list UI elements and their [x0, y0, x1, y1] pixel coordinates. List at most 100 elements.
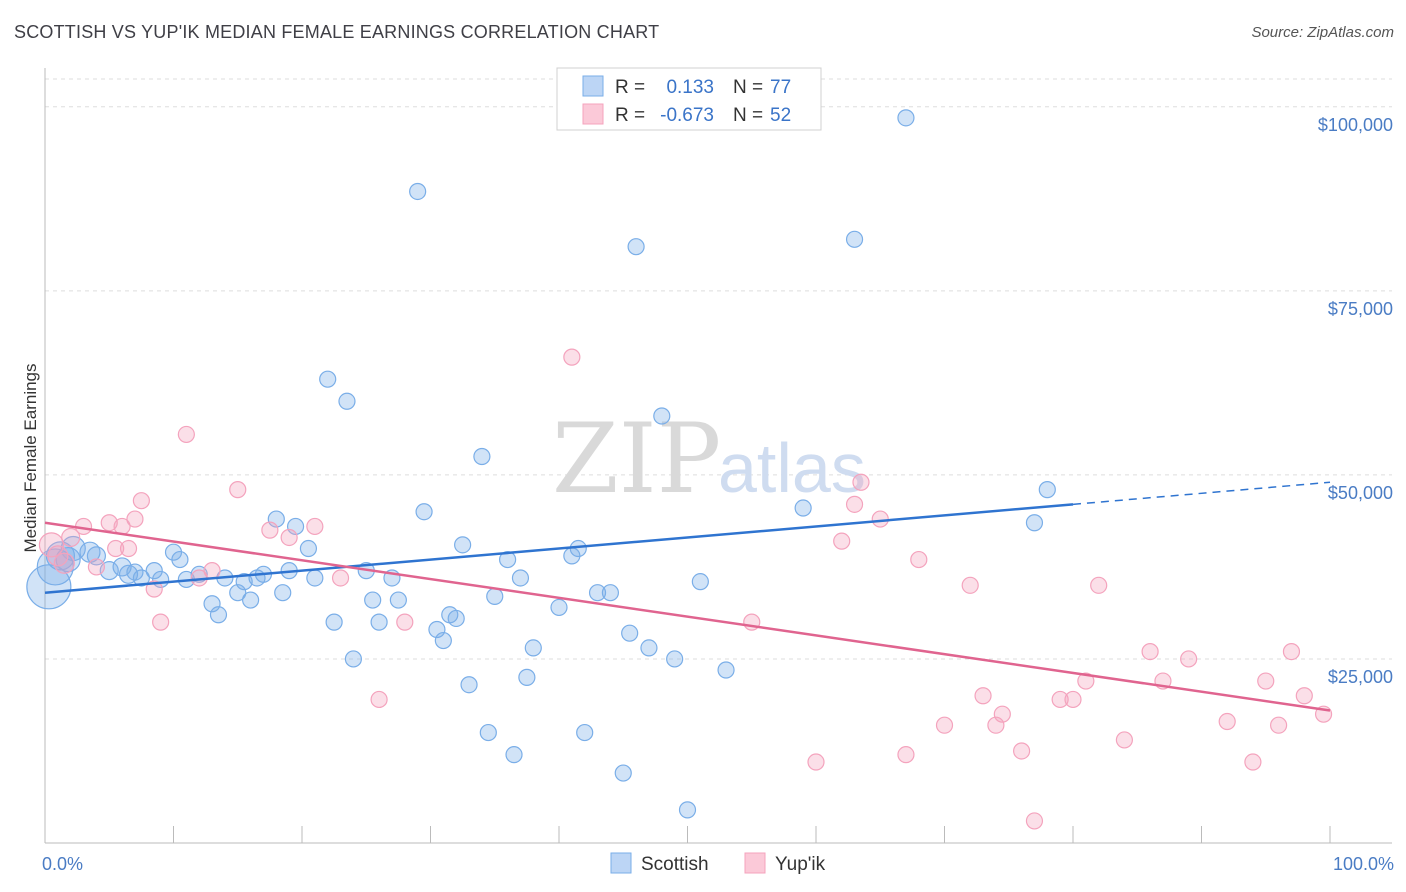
scottish-point [627, 238, 645, 256]
legend-r-label-yupik: R = [615, 105, 645, 126]
watermark-atlas: atlas [718, 429, 866, 507]
yupik-point [1180, 650, 1198, 668]
yupik-point [119, 539, 138, 558]
yupik-point [871, 510, 889, 528]
scottish-point [691, 573, 709, 591]
legend-r-value-yupik: -0.673 [660, 105, 714, 126]
scottish-point [447, 609, 465, 628]
yupik-point [807, 753, 825, 771]
yupik-point [1141, 642, 1159, 661]
legend-n-value-scottish: 77 [770, 77, 791, 98]
scottish-point [845, 230, 864, 248]
scottish-point [319, 370, 337, 388]
scottish-point [454, 536, 472, 554]
yupik-point [910, 550, 928, 569]
scottish-point [325, 613, 343, 631]
yupik-point [396, 613, 414, 631]
legend-n-label-scottish: N = [733, 77, 763, 98]
scottish-point [524, 639, 542, 657]
series-legend-label-scottish: Scottish [641, 854, 709, 875]
yupik-point [145, 580, 163, 598]
scottish-point [479, 723, 497, 742]
scottish-point [550, 598, 568, 617]
y-tick-label: $25,000 [1328, 667, 1393, 687]
legend-n-value-yupik: 52 [770, 105, 791, 126]
yupik-point [993, 705, 1011, 723]
yupik-point [229, 481, 247, 499]
yupik-point [107, 539, 125, 558]
scottish-point [1025, 514, 1044, 532]
yupik-point [1282, 642, 1301, 661]
yupik-point [563, 348, 581, 366]
series-legend-swatch-scottish [610, 852, 632, 874]
scottish-point [499, 550, 517, 569]
yupik-point [126, 510, 144, 528]
yupik-point [306, 517, 324, 536]
x-tick-label-left: 0.0% [42, 854, 83, 874]
yupik-point [61, 527, 81, 548]
scottish-point [794, 499, 812, 517]
scottish-point [274, 584, 292, 602]
scottish-point [409, 182, 427, 201]
yupik-point [261, 521, 279, 539]
yupik-point [897, 746, 915, 764]
legend-swatch-yupik [582, 103, 604, 125]
yupik-point [280, 528, 298, 547]
scottish-point [338, 392, 356, 410]
scottish-point [26, 564, 72, 610]
y-tick-label: $100,000 [1318, 115, 1393, 135]
scottish-point [145, 562, 163, 580]
yupik-point [100, 514, 118, 532]
scottish-point [505, 746, 523, 764]
scottish-point [897, 109, 915, 127]
scottish-point [678, 801, 697, 819]
yupik-point [1269, 716, 1288, 734]
scottish-point [242, 591, 260, 609]
scottish-point [389, 591, 407, 609]
legend-r-label-scottish: R = [615, 77, 645, 98]
scottish-point [434, 631, 452, 650]
yupik-point [833, 532, 851, 550]
scottish-point [614, 764, 632, 782]
scottish-point [415, 503, 433, 521]
scottish-point [132, 569, 150, 587]
watermark-zip: ZIP [552, 403, 721, 515]
scottish-point [717, 661, 735, 679]
scottish-point [473, 447, 491, 466]
scottish-point [486, 587, 504, 605]
yupik-point [974, 687, 992, 705]
yupik-point [53, 552, 75, 574]
scottish-point [344, 650, 362, 668]
scottish-point [666, 650, 684, 668]
scottish-trend-line-extension [1072, 481, 1331, 506]
chart-title: SCOTTISH VS YUP'IK MEDIAN FEMALE EARNING… [14, 22, 660, 42]
scottish-point [621, 624, 639, 642]
source-label: Source: ZipAtlas.com [1251, 24, 1394, 41]
yupik-point [1244, 753, 1262, 771]
scottish-point [653, 407, 671, 425]
scottish-point [209, 606, 228, 624]
yupik-point [1295, 687, 1313, 705]
trend-lines [44, 481, 1331, 712]
yupik-point [1025, 812, 1044, 830]
yupik-trend-line [44, 521, 1331, 712]
data-points [26, 109, 1333, 830]
series-legend: Scottish Yup'ik [610, 852, 826, 875]
yupik-point [1012, 742, 1031, 760]
scottish-point [460, 676, 478, 694]
axes [44, 68, 1392, 844]
scottish-point [576, 723, 594, 742]
yupik-point [152, 613, 170, 631]
scottish-trend-line [44, 503, 1074, 594]
yupik-point [1051, 690, 1069, 709]
y-axis-label: Median Female Earnings [21, 364, 40, 553]
legend-r-value-scottish: 0.133 [666, 77, 714, 98]
scottish-point [640, 639, 658, 657]
scottish-point [588, 584, 607, 602]
series-legend-label-yupik: Yup'ik [775, 854, 826, 875]
yupik-point [1077, 672, 1095, 690]
yupik-point [852, 473, 870, 491]
yupik-point [87, 558, 106, 576]
yupik-point [331, 569, 350, 587]
